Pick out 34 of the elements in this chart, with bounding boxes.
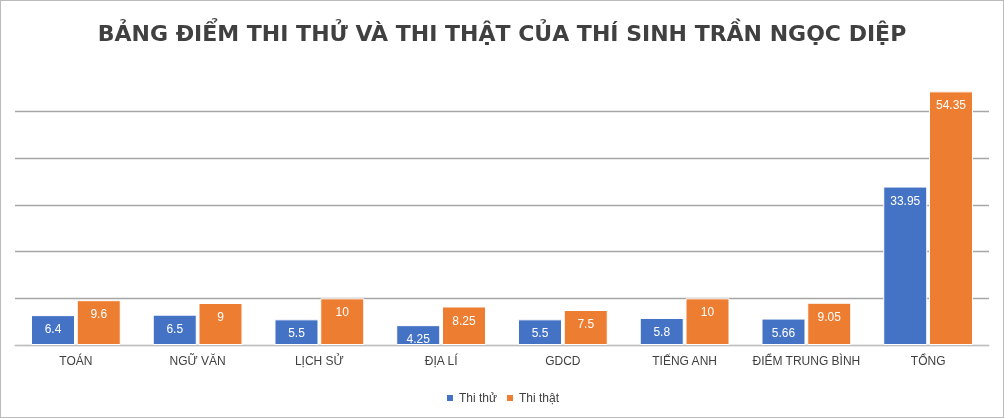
x-tick-label: NGỮ VĂN xyxy=(169,353,226,368)
bar xyxy=(442,306,487,345)
chart-title: BẢNG ĐIỂM THI THỬ VÀ THI THẬT CỦA THÍ SINH TRẦN NGỌC DIỆP xyxy=(97,17,907,46)
data-label: 6.5 xyxy=(166,321,184,336)
data-label: 10 xyxy=(335,305,350,320)
data-label: 9 xyxy=(217,310,225,324)
data-label: 4.25 xyxy=(406,332,431,347)
x-tick-label: ĐIỂM TRUNG BÌNH xyxy=(752,353,861,368)
x-tick-label: TIẾNG ANH xyxy=(652,353,717,368)
x-tick-label: TỔNG xyxy=(910,353,946,368)
data-label: 7.5 xyxy=(577,317,595,331)
legend-label: Thi thật xyxy=(519,391,560,405)
bar xyxy=(929,91,974,345)
data-label: 5.5 xyxy=(288,326,306,341)
bar xyxy=(76,300,121,345)
data-label: 9.05 xyxy=(817,309,842,324)
data-label: 6.4 xyxy=(44,322,62,337)
bar xyxy=(883,186,928,345)
x-tick-label: TOÁN xyxy=(59,353,93,368)
legend-label: Thi thử xyxy=(458,391,498,405)
data-label: 10 xyxy=(700,305,715,320)
bar xyxy=(518,319,562,345)
x-tick-label: ĐỊA LÍ xyxy=(424,353,459,368)
x-tick-label: GDCD xyxy=(545,354,581,368)
data-label: 5.8 xyxy=(653,324,671,339)
bar xyxy=(31,315,75,345)
data-label: 33.95 xyxy=(890,193,921,208)
bar xyxy=(563,310,608,345)
data-label: 5.66 xyxy=(771,325,796,340)
data-label: 9.6 xyxy=(90,307,108,322)
data-label: 54.35 xyxy=(935,98,967,113)
x-tick-label: LỊCH SỬ xyxy=(294,353,344,368)
data-label: 8.25 xyxy=(452,313,477,328)
data-label: 5.5 xyxy=(531,326,549,341)
